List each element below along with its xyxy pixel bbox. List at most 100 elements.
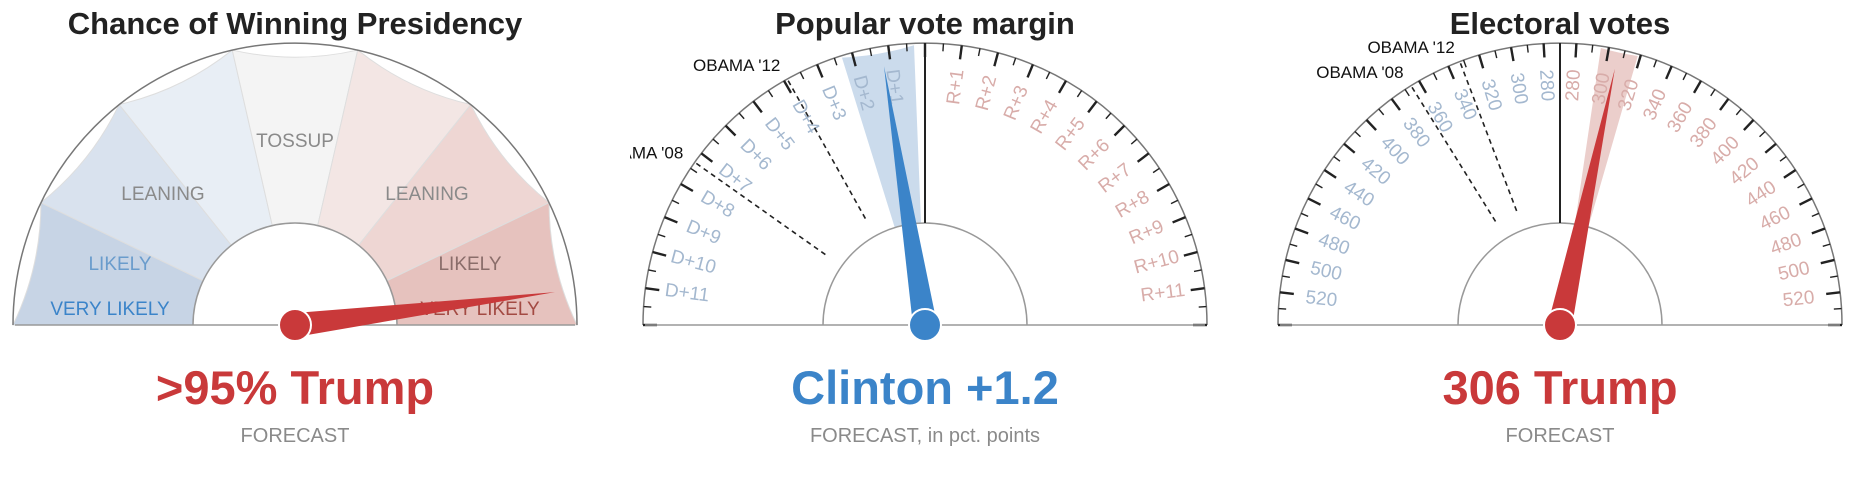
tick-mark <box>1333 156 1341 162</box>
tick-mark <box>993 52 1000 67</box>
tick-mark <box>1665 65 1673 80</box>
tick-mark <box>724 124 737 137</box>
tick-mark <box>1190 287 1205 292</box>
tick-mark <box>1087 100 1098 114</box>
popular-result: Clinton +1.2 <box>791 361 1059 414</box>
reference-line <box>1410 85 1497 222</box>
tick-mark <box>977 48 981 57</box>
tick-mark <box>1404 89 1410 97</box>
dem-margin-label: D+3 <box>817 83 850 124</box>
dem-margin-label: D+10 <box>668 246 718 278</box>
dem-ev-label: 300 <box>1505 71 1531 106</box>
tick-mark <box>664 215 678 224</box>
tick-mark <box>1289 243 1298 248</box>
chance-panel: Chance of Winning Presidency VERY LIKELY… <box>0 0 590 480</box>
tick-mark <box>1390 98 1401 111</box>
popular-title: Popular vote margin <box>775 6 1075 41</box>
needle <box>293 292 555 337</box>
tick-mark <box>1432 72 1438 81</box>
electoral-gauge: 2803003203403603804004204404604805005202… <box>1277 38 1843 342</box>
rep-margin-label: R+11 <box>1139 280 1186 307</box>
zone-label: VERY LIKELY <box>50 299 170 320</box>
tick-mark <box>1323 169 1337 179</box>
tick-mark <box>850 52 857 67</box>
tick-mark <box>1830 275 1838 279</box>
tick-mark <box>1152 167 1160 174</box>
tick-mark <box>1184 233 1193 238</box>
tick-mark <box>1779 156 1787 162</box>
tick-mark <box>905 43 908 52</box>
tick-mark <box>1026 64 1035 78</box>
chance-gauge: VERY LIKELY LIKELY LEANING TOSSUP LEANING LIK… <box>12 42 578 342</box>
tick-mark <box>1136 152 1150 163</box>
rep-margin-label: R+9 <box>1126 216 1167 249</box>
dem-ev-label: 520 <box>1305 287 1339 311</box>
reference-label: OBAMA '08 <box>630 144 683 163</box>
tick-mark <box>1574 43 1578 58</box>
rep-margin-label: R+4 <box>1027 96 1063 138</box>
zone-label: LIKELY <box>88 254 151 275</box>
tick-mark <box>1282 275 1290 279</box>
tick-mark <box>1811 212 1820 217</box>
tick-mark <box>1113 124 1126 137</box>
tick-mark <box>1105 112 1112 120</box>
dem-ev-label: 340 <box>1449 86 1481 123</box>
dem-margin-label: D+6 <box>736 135 776 175</box>
tick-mark <box>1365 119 1377 131</box>
tick-mark <box>1635 54 1643 69</box>
dem-ev-label: 480 <box>1315 229 1352 259</box>
tick-mark <box>1591 44 1594 53</box>
tick-mark <box>799 71 805 80</box>
dem-ev-label: 280 <box>1535 69 1558 102</box>
tick-mark <box>1057 80 1068 94</box>
chance-result: >95% Trump <box>155 361 435 414</box>
tick-mark <box>833 57 838 66</box>
rep-margin-label: R+2 <box>972 73 1001 113</box>
dem-ev-label: 500 <box>1308 258 1344 285</box>
dem-margin-label: D+11 <box>664 280 711 307</box>
electoral-panel: Electoral votes 280 300 320 340 360 380 400 420… <box>1265 0 1855 480</box>
tick-mark <box>1811 227 1826 235</box>
rep-margin-label: R+7 <box>1095 159 1136 197</box>
rep-margin-label: R+1 <box>943 68 968 106</box>
tick-mark <box>942 43 945 52</box>
zone-label: TOSSUP <box>256 131 334 152</box>
chance-title: Chance of Winning Presidency <box>67 6 523 41</box>
tick-mark <box>1198 305 1207 308</box>
needle <box>1548 68 1615 328</box>
dem-ev-label: 320 <box>1477 77 1506 113</box>
tick-mark <box>1193 269 1202 273</box>
tick-mark <box>1156 182 1170 193</box>
tick-mark <box>1783 169 1797 179</box>
tick-mark <box>738 112 745 120</box>
tick-mark <box>1477 54 1485 69</box>
tick-mark <box>648 269 657 273</box>
tick-mark <box>1076 90 1083 98</box>
tick-mark <box>1294 227 1309 235</box>
zone-label: LIKELY <box>438 254 501 275</box>
tick-mark <box>1509 47 1515 62</box>
tick-mark <box>1315 183 1323 189</box>
rep-ev-label: 280 <box>1562 69 1585 102</box>
tick-mark <box>712 138 720 145</box>
tick-mark <box>1343 142 1356 154</box>
tick-mark <box>1012 57 1017 66</box>
rep-ev-label: 340 <box>1639 86 1671 123</box>
tick-mark <box>1798 197 1813 206</box>
zone-label: LEANING <box>385 184 468 205</box>
tick-mark <box>1710 89 1716 97</box>
popular-gauge: D+1D+2D+3D+4D+5D+6D+7D+8D+9D+10D+11R+1 R+… <box>630 42 1208 342</box>
tick-mark <box>767 90 774 98</box>
popular-subtitle: FORECAST, in pct. points <box>809 425 1041 447</box>
tick-mark <box>869 48 873 57</box>
needle <box>884 66 937 327</box>
tick-mark <box>1822 243 1831 248</box>
rep-ev-label: 460 <box>1756 202 1794 235</box>
tick-mark <box>815 64 824 78</box>
tick-mark <box>887 45 892 60</box>
tick-mark <box>1300 212 1309 217</box>
inner-arc <box>1457 222 1663 326</box>
dem-margin-label: D+5 <box>760 114 798 155</box>
tick-mark <box>1045 71 1051 80</box>
tick-mark <box>657 233 666 238</box>
